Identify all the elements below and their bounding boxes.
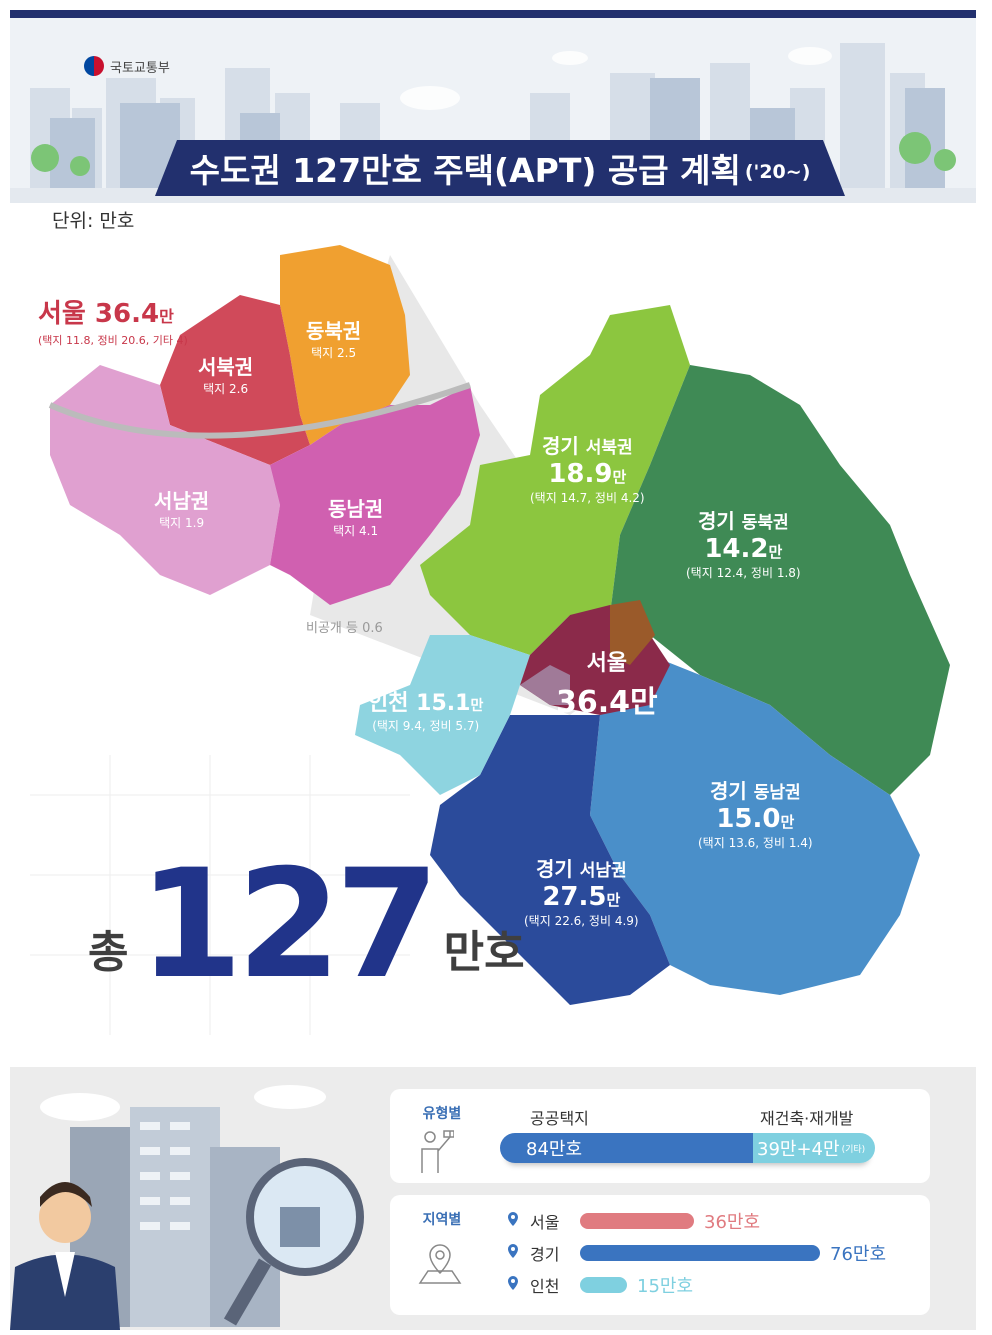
gyeonggi-sw-label: 경기 서남권 27.5만 (택지 22.6, 정비 4.9) — [524, 857, 639, 928]
seoul-total-callout: 서울 36.4만 (택지 11.8, 정비 20.6, 기타 4) — [38, 299, 188, 347]
region-bar — [580, 1245, 820, 1261]
by-region-category: 지역별 — [422, 1212, 462, 1228]
location-pin-icon — [506, 1211, 522, 1231]
reconstruction-header: 재건축·재개발 — [760, 1109, 854, 1128]
public-land-bar: 84만호 — [500, 1133, 753, 1163]
summary-panel: 유형별 공공택지 재건축·재개발 84만호 39만+4만 (기타) 지역별 서울 3… — [10, 1067, 976, 1330]
region-name: 경기 — [530, 1245, 560, 1264]
seoul-seobuk-district — [160, 295, 310, 465]
top-border — [10, 10, 976, 18]
gyeonggi-southwest-region — [430, 715, 670, 1005]
taegeuk-logo-icon — [84, 56, 104, 76]
gyeonggi-ne-label: 경기 동북권 14.2만 (택지 12.4, 정비 1.8) — [686, 509, 801, 580]
region-row: 서울 36만호 — [506, 1209, 760, 1233]
unit-label: 단위: 만호 — [52, 210, 135, 232]
location-pin-icon — [506, 1243, 522, 1263]
dongnam-label: 동남권 택지 4.1 — [328, 497, 384, 538]
gyeonggi-nw-label: 경기 서북권 18.9만 (택지 14.7, 정비 4.2) — [530, 434, 645, 505]
ministry-logo: 국토교통부 — [84, 56, 170, 76]
gyeonggi-northeast-region — [610, 365, 950, 795]
location-pin-icon — [506, 1275, 522, 1295]
incheon-label: 인천 15.1만 (택지 9.4, 정비 5.7) — [368, 691, 484, 733]
seonam-label: 서남권 택지 1.9 — [154, 489, 210, 530]
dongbuk-label: 동북권 택지 2.5 — [306, 319, 362, 360]
by-type-bar: 84만호 39만+4만 (기타) — [500, 1133, 875, 1163]
seoul-label: 서울 36.4만 — [556, 651, 658, 720]
total-count: 총 127 만호 — [88, 838, 525, 1012]
incheon-region — [355, 635, 530, 795]
map-area: 동북권 택지 2.5 서북권 택지 2.6 서남권 택지 1.9 동남권 택지 … — [10, 235, 976, 1045]
title-banner: 수도권 127만호 주택(APT) 공급 계획 ('20~) — [155, 140, 845, 196]
by-type-category: 유형별 — [422, 1106, 462, 1122]
region-value: 76만호 — [830, 1244, 887, 1265]
map-pin-icon — [418, 1244, 462, 1284]
capital-region-map — [30, 245, 950, 1035]
seoul-dongbuk-district — [280, 245, 410, 445]
person-flag-icon — [421, 1130, 454, 1173]
infographic: 국토교통부 수도권 127만호 주택(APT) 공급 계획 ('20~) 단위: … — [10, 10, 976, 1330]
region-row: 경기 76만호 — [506, 1241, 886, 1265]
reconstruction-bar: 39만+4만 (기타) — [753, 1133, 875, 1163]
region-name: 인천 — [530, 1277, 560, 1296]
other-private-label: 비공개 등 0.6 — [306, 621, 383, 636]
seoul-dongnam-district — [270, 385, 480, 605]
region-name: 서울 — [530, 1213, 560, 1232]
region-value: 36만호 — [704, 1212, 761, 1233]
seobuk-label: 서북권 택지 2.6 — [198, 355, 254, 396]
public-land-header: 공공택지 — [530, 1109, 589, 1128]
ministry-name: 국토교통부 — [110, 60, 170, 76]
region-bar — [580, 1277, 627, 1293]
gyeonggi-southeast-region — [590, 655, 920, 995]
region-value: 15만호 — [637, 1276, 694, 1297]
gyeonggi-se-label: 경기 동남권 15.0만 (택지 13.6, 정비 1.4) — [698, 779, 813, 850]
gyeonggi-northwest-region — [420, 305, 690, 655]
by-type-card: 유형별 공공택지 재건축·재개발 84만호 39만+4만 (기타) — [390, 1089, 930, 1183]
region-bar — [580, 1213, 694, 1229]
businessman-building-illustration — [10, 1085, 364, 1330]
region-row: 인천 15만호 — [506, 1273, 693, 1297]
page-title: 수도권 127만호 주택(APT) 공급 계획 ('20~) — [189, 151, 811, 190]
